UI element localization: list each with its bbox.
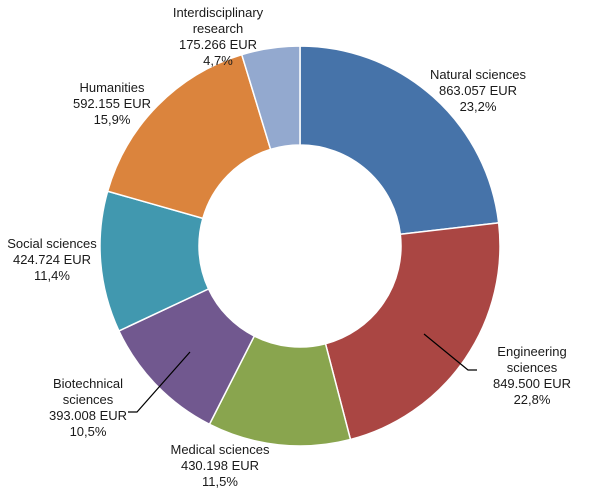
leader-lines xyxy=(128,333,477,413)
slice-natural-sciences xyxy=(299,45,500,236)
data-label-interdisciplinary-research: Interdisciplinary research 175.266 EUR 4,7% xyxy=(173,5,264,68)
donut-slices xyxy=(99,45,501,447)
data-labels: Natural sciences 863.057 EUR 23,2% Engineer… xyxy=(7,5,571,489)
data-label-medical-sciences: Medical sciences 430.198 EUR 11,5% xyxy=(171,442,270,489)
data-label-humanities: Humanities 592.155 EUR 15,9% xyxy=(73,80,151,127)
data-label-social-sciences: Social sciences 424.724 EUR 11,4% xyxy=(7,236,97,283)
data-label-engineering-sciences: Engineering sciences 849.500 EUR 22,8% xyxy=(493,344,571,407)
leader-line-biotechnical-sciences xyxy=(128,351,191,413)
slice-interdisciplinary-research xyxy=(240,45,301,151)
data-label-natural-sciences: Natural sciences 863.057 EUR 23,2% xyxy=(430,67,527,114)
slice-engineering-sciences xyxy=(324,221,501,441)
data-label-biotechnical-sciences: Biotechnical sciences 393.008 EUR 10,5% xyxy=(49,376,127,439)
leader-line-engineering-sciences xyxy=(423,333,477,371)
